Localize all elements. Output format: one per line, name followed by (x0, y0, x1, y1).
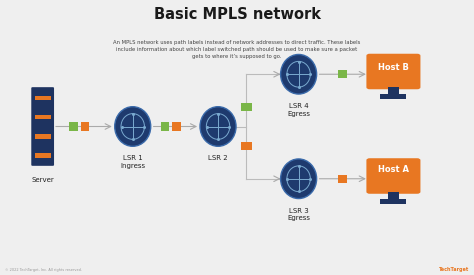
Text: LSR 3
Egress: LSR 3 Egress (287, 208, 310, 221)
FancyBboxPatch shape (161, 122, 169, 131)
Text: Server: Server (31, 177, 54, 183)
FancyBboxPatch shape (338, 175, 347, 183)
FancyBboxPatch shape (35, 96, 51, 100)
Text: TechTarget: TechTarget (439, 267, 469, 272)
Text: An MPLS network uses path labels instead of network addresses to direct traffic.: An MPLS network uses path labels instead… (113, 40, 361, 59)
FancyBboxPatch shape (172, 122, 181, 131)
FancyBboxPatch shape (380, 199, 407, 204)
Text: Basic MPLS network: Basic MPLS network (154, 7, 320, 22)
FancyBboxPatch shape (81, 122, 89, 131)
Text: © 2022 TechTarget, Inc. All rights reserved.: © 2022 TechTarget, Inc. All rights reser… (5, 268, 82, 272)
FancyBboxPatch shape (35, 115, 51, 119)
FancyBboxPatch shape (31, 87, 54, 166)
FancyBboxPatch shape (69, 122, 78, 131)
Text: LSR 1
Ingress: LSR 1 Ingress (120, 155, 146, 169)
Ellipse shape (115, 107, 151, 146)
Text: Host B: Host B (378, 63, 409, 72)
FancyBboxPatch shape (241, 103, 252, 111)
Text: LSR 2: LSR 2 (208, 155, 228, 161)
FancyBboxPatch shape (338, 70, 347, 78)
Ellipse shape (281, 54, 317, 94)
FancyBboxPatch shape (366, 54, 420, 89)
Text: LSR 4
Egress: LSR 4 Egress (287, 103, 310, 117)
FancyBboxPatch shape (366, 158, 420, 194)
FancyBboxPatch shape (35, 134, 51, 139)
FancyBboxPatch shape (388, 87, 399, 94)
FancyBboxPatch shape (380, 94, 407, 99)
FancyBboxPatch shape (241, 142, 252, 150)
Text: Host A: Host A (378, 165, 409, 174)
FancyBboxPatch shape (35, 153, 51, 158)
Ellipse shape (281, 159, 317, 199)
Ellipse shape (200, 107, 236, 146)
FancyBboxPatch shape (388, 192, 399, 199)
